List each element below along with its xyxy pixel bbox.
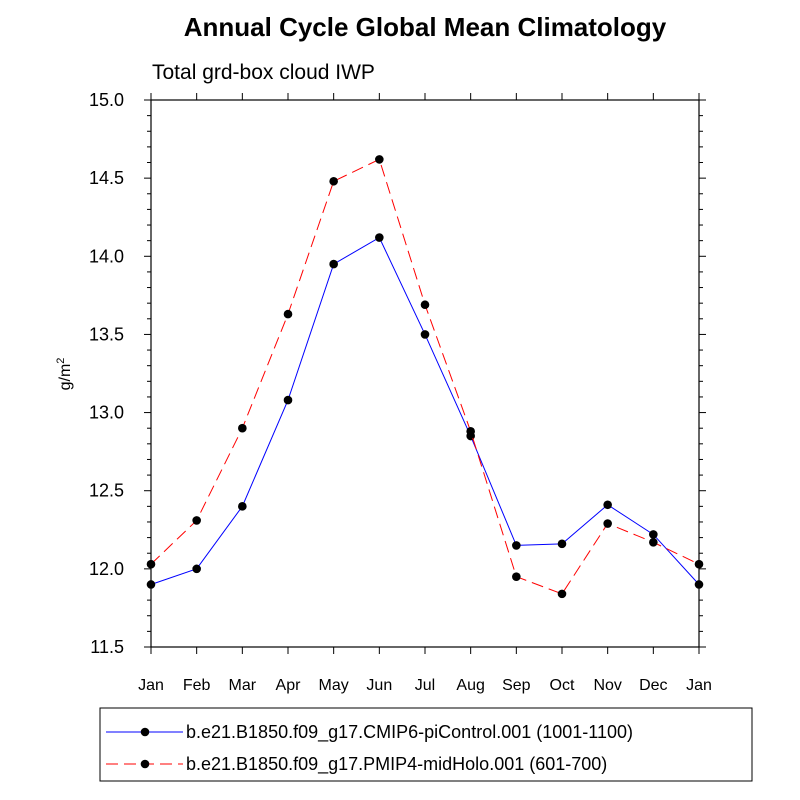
- series-1-point: [238, 502, 247, 511]
- y-tick-label: 12.5: [89, 481, 124, 501]
- legend-marker-2: [140, 759, 150, 769]
- legend-box: [99, 707, 753, 782]
- series-2-point: [375, 155, 384, 164]
- series-2-point: [238, 423, 247, 433]
- x-tick-label: Jun: [366, 677, 392, 694]
- y-tick-label: 12.0: [89, 559, 124, 579]
- chart-title: Annual Cycle Global Mean Climatology: [184, 12, 667, 42]
- series-1-point: [603, 500, 612, 510]
- x-tick-label: Aug: [456, 677, 484, 694]
- legend: b.e21.B1850.f09_g17.CMIP6-piControl.001 …: [99, 707, 753, 782]
- y-tick-label: 14.5: [89, 168, 124, 188]
- y-tick-label: 13.5: [89, 324, 124, 344]
- plot-area: Jan Feb Mar Apr May Jun Jul Aug Sep Oct Nov Dec Jan 1…: [89, 90, 712, 694]
- x-tick-label: Nov: [593, 677, 621, 694]
- y-tick-label: 11.5: [90, 637, 124, 657]
- series-line-1: [150, 236, 700, 585]
- series-line-2: [150, 158, 700, 595]
- y-tick-label: 14.0: [89, 246, 124, 266]
- series-2-point: [420, 300, 430, 310]
- x-tick-label: Apr: [276, 677, 302, 694]
- y-tick-label: 13.0: [89, 403, 124, 423]
- series-2-point: [192, 516, 201, 525]
- x-tick-label: Mar: [229, 677, 257, 694]
- series-1-point: [329, 259, 338, 269]
- series-1-point: [420, 330, 430, 339]
- x-tick-label: Sep: [502, 677, 531, 694]
- series-1-point: [512, 541, 521, 550]
- legend-label-1: b.e21.B1850.f09_g17.CMIP6-piControl.001 …: [186, 722, 633, 743]
- x-tick-label: Dec: [639, 677, 667, 694]
- legend-marker-1: [140, 727, 150, 737]
- series-2-point: [466, 427, 475, 436]
- series-1-point: [649, 530, 658, 539]
- series-1-point: [192, 564, 201, 574]
- y-axis-label: g/m2: [55, 358, 74, 391]
- series-1-point: [557, 539, 567, 549]
- x-tick-label: Jan: [686, 677, 712, 694]
- chart-subtitle: Total grd-box cloud IWP: [152, 61, 375, 84]
- x-tick-label: Feb: [183, 677, 211, 694]
- x-tick-label: May: [319, 677, 349, 694]
- x-tick-label: Oct: [550, 677, 575, 694]
- series-2-point: [557, 589, 567, 599]
- series-2-point: [694, 559, 704, 569]
- series-2-point: [649, 537, 658, 547]
- series-2-point: [512, 572, 521, 581]
- legend-label-2: b.e21.B1850.f09_g17.PMIP4-midHolo.001 (6…: [186, 754, 607, 775]
- series-2-point: [283, 309, 293, 319]
- series-1-point: [146, 580, 156, 589]
- series-2-point: [329, 176, 338, 186]
- series-1-point: [375, 233, 384, 242]
- series-layer: [146, 155, 704, 599]
- x-tick-label: Jul: [415, 677, 435, 694]
- series-1-point: [283, 395, 293, 405]
- y-tick-label: 15.0: [89, 90, 124, 110]
- series-2-point: [146, 559, 156, 569]
- x-tick-label: Jan: [138, 677, 164, 694]
- plot-frame: [150, 99, 700, 648]
- series-2-point: [603, 519, 612, 528]
- series-1-point: [694, 580, 704, 589]
